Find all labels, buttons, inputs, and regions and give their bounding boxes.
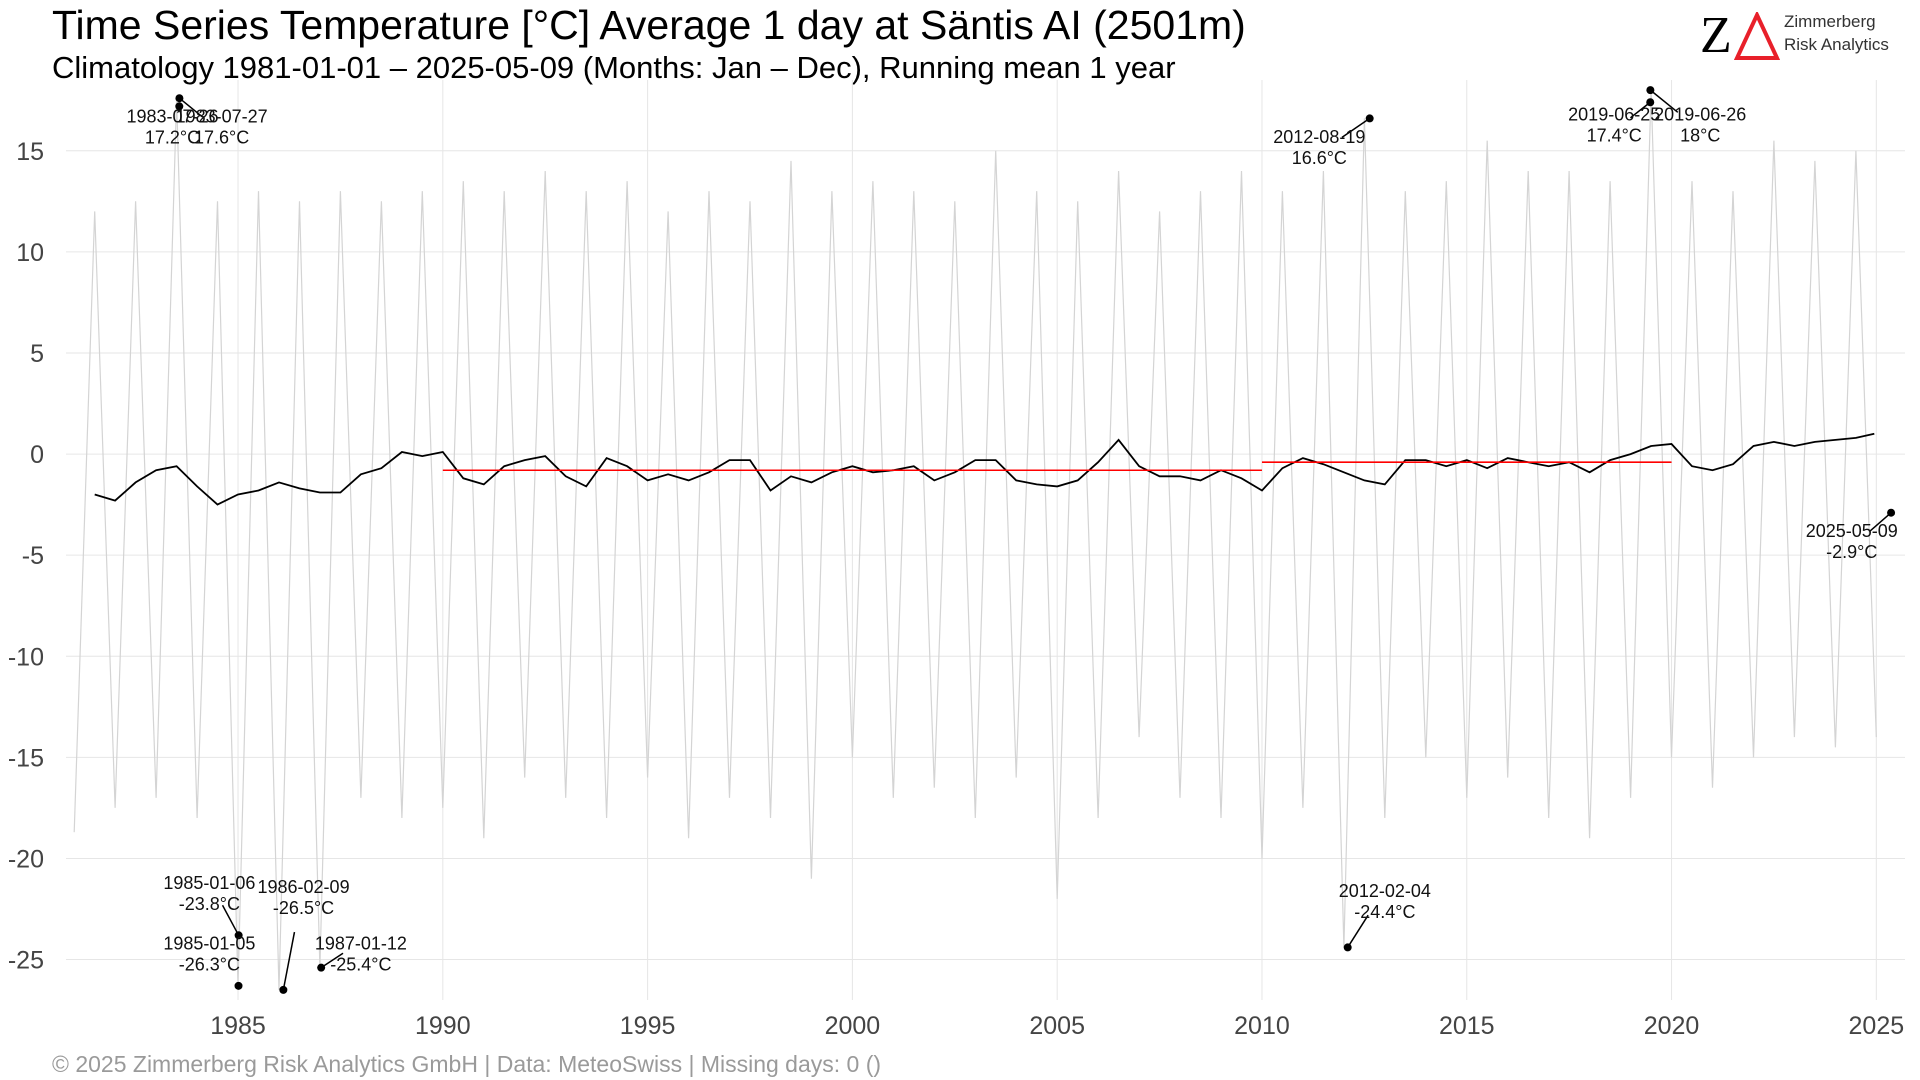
- grid: [66, 80, 1905, 1000]
- y-tick-label: -10: [8, 643, 44, 671]
- chart-subtitle: Climatology 1981-01-01 – 2025-05-09 (Mon…: [52, 50, 1176, 85]
- x-tick-label: 1995: [620, 1012, 676, 1040]
- x-tick-label: 1985: [210, 1012, 266, 1040]
- company-logo: Z Zimmerberg Risk Analytics: [1700, 8, 1900, 64]
- y-tick-label: 5: [30, 340, 44, 368]
- annotation-leader: [282, 931, 296, 991]
- annotation-value: -25.4°C: [330, 955, 391, 975]
- annotation-leader: [1649, 89, 1679, 113]
- x-tick-label: 2015: [1439, 1012, 1495, 1040]
- y-tick-label: -25: [8, 947, 44, 975]
- annotation-date: 1983-07-27: [176, 107, 268, 127]
- time-series-chart: 1983-07-2617.2°C1983-07-2717.6°C1985-01-…: [8, 80, 1905, 1040]
- extreme-point: [234, 981, 243, 990]
- annotation-date: 2012-08-19: [1273, 127, 1365, 147]
- annotation-leader: [178, 97, 204, 118]
- annotation-leader: [1347, 914, 1369, 948]
- annotation-value: 17.4°C: [1587, 126, 1642, 146]
- annotation-value: 16.6°C: [1292, 148, 1347, 168]
- logo-line-2: Risk Analytics: [1784, 35, 1889, 54]
- logo-delta-icon: [1734, 12, 1780, 60]
- logo-line-1: Zimmerberg: [1784, 12, 1876, 31]
- x-tick-label: 2010: [1234, 1012, 1290, 1040]
- axis-ticks: 1985 1990 1995 2000 2005 2010 2015 2020 2025 -25 -…: [8, 138, 1904, 1040]
- annotation-date: 2025-05-09: [1806, 521, 1898, 541]
- annotation-leader: [320, 952, 344, 969]
- x-tick-label: 2025: [1849, 1012, 1905, 1040]
- annotation-leader: [1629, 101, 1651, 119]
- footer-credit: © 2025 Zimmerberg Risk Analytics GmbH | …: [52, 1051, 882, 1077]
- annotation-date: 2019-06-26: [1654, 105, 1746, 125]
- extreme-point: [175, 102, 184, 111]
- annotation-value: -24.4°C: [1354, 902, 1415, 922]
- annotation-date: 2019-06-25: [1568, 105, 1660, 125]
- y-tick-label: -20: [8, 845, 44, 873]
- chart-title: Time Series Temperature [°C] Average 1 d…: [52, 2, 1246, 48]
- x-tick-label: 2020: [1644, 1012, 1700, 1040]
- period-mean-series: [442, 461, 1672, 472]
- annotation-value: -23.8°C: [179, 894, 240, 914]
- annotation-date: 1985-01-05: [163, 934, 255, 954]
- annotation-leader: [1341, 117, 1371, 138]
- y-tick-label: -15: [8, 744, 44, 772]
- running-mean-series: [94, 432, 1875, 506]
- logo-z-mark: Z: [1700, 7, 1732, 64]
- annotation-leader: [221, 904, 240, 936]
- annotation-value: 17.2°C: [145, 128, 200, 148]
- annotation-value: -2.9°C: [1826, 542, 1877, 562]
- x-tick-label: 2000: [825, 1012, 881, 1040]
- extreme-annotations: 1983-07-2617.2°C1983-07-2717.6°C1985-01-…: [126, 86, 1898, 994]
- annotation-value: -26.3°C: [179, 955, 240, 975]
- annotation-date: 2012-02-04: [1339, 881, 1431, 901]
- y-tick-label: 0: [30, 441, 44, 469]
- y-tick-label: 15: [16, 138, 44, 166]
- annotation-value: 17.6°C: [194, 128, 249, 148]
- annotation-date: 1987-01-12: [315, 934, 407, 954]
- x-tick-label: 1990: [415, 1012, 471, 1040]
- annotation-value: -26.5°C: [273, 898, 334, 918]
- annotation-value: 18°C: [1680, 126, 1720, 146]
- x-tick-label: 2005: [1029, 1012, 1085, 1040]
- y-tick-label: 10: [16, 239, 44, 267]
- daily-temperature-line: [73, 90, 1877, 990]
- y-tick-label: -5: [22, 542, 44, 570]
- running-mean-line: [94, 432, 1875, 506]
- annotation-leader: [1868, 512, 1892, 533]
- annotation-date: 1985-01-06: [163, 873, 255, 893]
- daily-series: [73, 90, 1877, 990]
- annotation-date: 1986-02-09: [258, 877, 350, 897]
